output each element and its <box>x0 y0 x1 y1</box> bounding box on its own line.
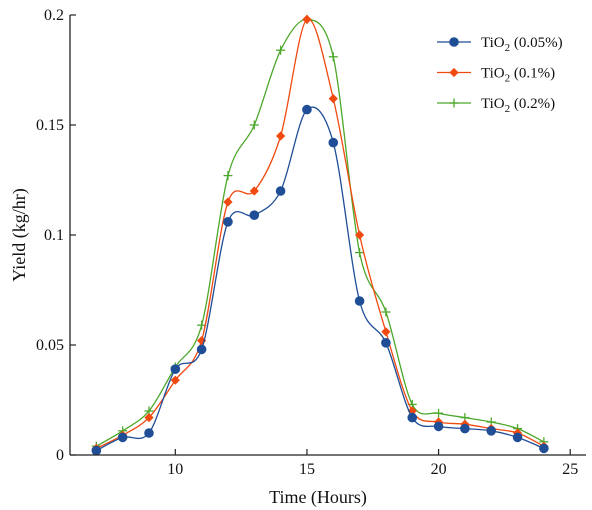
series-line <box>96 18 545 447</box>
series-1 <box>91 104 549 456</box>
legend-item: TiO2 (0.1%) <box>437 66 555 85</box>
legend-label: TiO2 (0.05%) <box>481 35 563 54</box>
data-point-circle <box>512 432 523 443</box>
data-point-diamond <box>449 67 459 78</box>
data-point-plus <box>381 307 391 317</box>
data-point-plus <box>449 98 459 108</box>
data-point-circle <box>354 296 365 306</box>
y-tick-label: 0.1 <box>44 227 64 244</box>
data-point-diamond <box>354 230 365 240</box>
legend: TiO2 (0.05%) TiO2 (0.1%) TiO2 (0.2%) <box>437 35 563 115</box>
data-point-plus <box>355 248 365 258</box>
data-point-diamond <box>276 131 286 141</box>
data-point-circle <box>433 421 444 432</box>
data-point-plus <box>223 171 233 181</box>
y-tick-label: 0 <box>56 447 64 464</box>
x-tick-label: 20 <box>431 461 447 478</box>
data-point-circle <box>249 210 260 220</box>
data-point-diamond <box>197 336 207 346</box>
legend-item: TiO2 (0.2%) <box>437 96 555 115</box>
data-point-plus <box>328 52 338 62</box>
data-point-diamond <box>223 197 233 207</box>
data-point-circle <box>117 432 128 443</box>
data-point-circle <box>407 412 418 423</box>
data-point-plus <box>276 45 286 55</box>
data-point-diamond <box>381 327 391 337</box>
data-point-circle <box>539 443 549 454</box>
x-axis-title: Time (Hours) <box>269 487 367 508</box>
data-point-diamond <box>302 14 312 24</box>
x-tick-label: 25 <box>562 461 578 478</box>
y-tick-label: 0.05 <box>36 337 64 354</box>
data-point-diamond <box>144 413 154 423</box>
series-2 <box>91 14 549 453</box>
series-layer <box>91 14 549 456</box>
data-point-circle <box>381 338 391 348</box>
data-point-diamond <box>328 94 338 104</box>
x-tick-label: 10 <box>167 461 183 478</box>
data-point-circle <box>91 445 102 456</box>
data-point-diamond <box>170 375 180 385</box>
y-axis-title: Yield (kg/hr) <box>9 188 30 281</box>
legend-label: TiO2 (0.1%) <box>481 66 555 85</box>
y-tick-label: 0.15 <box>36 117 64 134</box>
series-line <box>96 18 545 449</box>
data-point-circle <box>449 37 459 47</box>
data-point-circle <box>144 428 154 438</box>
data-point-plus <box>434 408 444 418</box>
legend-item: TiO2 (0.05%) <box>437 35 563 54</box>
data-point-circle <box>170 364 181 375</box>
data-point-circle <box>328 137 339 148</box>
data-point-plus <box>249 120 259 130</box>
data-point-circle <box>223 217 233 227</box>
data-point-circle <box>460 423 470 434</box>
data-point-diamond <box>249 186 259 196</box>
x-tick-label: 15 <box>299 461 315 478</box>
series-3 <box>91 14 549 451</box>
axes-layer: 10 15 20 25 0 0.05 0.1 0.15 0.2 <box>36 7 586 478</box>
data-point-circle <box>486 426 497 436</box>
legend-label: TiO2 (0.2%) <box>481 96 555 115</box>
data-point-circle <box>275 186 286 196</box>
data-point-circle <box>196 344 207 355</box>
data-point-circle <box>302 104 312 115</box>
y-tick-label: 0.2 <box>44 7 64 24</box>
series-line <box>96 106 545 452</box>
